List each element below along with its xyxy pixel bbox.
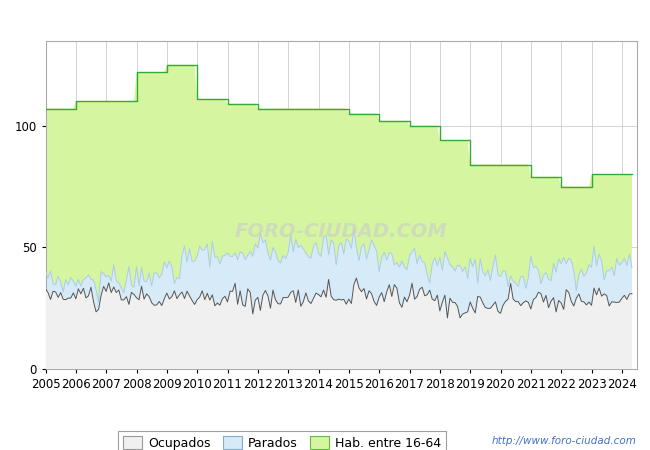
Legend: Ocupados, Parados, Hab. entre 16-64: Ocupados, Parados, Hab. entre 16-64 bbox=[118, 431, 447, 450]
Text: http://www.foro-ciudad.com: http://www.foro-ciudad.com bbox=[492, 436, 637, 446]
Text: FORO-CIUDAD.COM: FORO-CIUDAD.COM bbox=[235, 221, 448, 241]
Text: Luelmo - Evolucion de la poblacion en edad de Trabajar Mayo de 2024: Luelmo - Evolucion de la poblacion en ed… bbox=[56, 12, 594, 27]
